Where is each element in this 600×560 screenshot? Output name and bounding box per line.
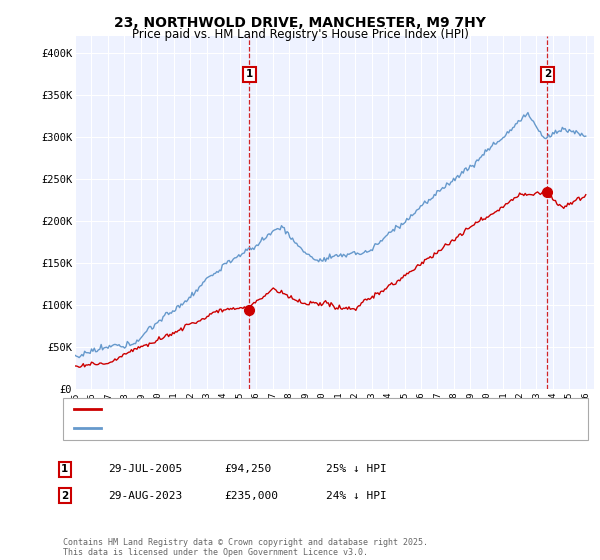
Text: 25% ↓ HPI: 25% ↓ HPI (326, 464, 386, 474)
Text: HPI: Average price, semi-detached house, Manchester: HPI: Average price, semi-detached house,… (107, 423, 406, 433)
Text: 24% ↓ HPI: 24% ↓ HPI (326, 491, 386, 501)
Text: £235,000: £235,000 (224, 491, 278, 501)
Text: 1: 1 (245, 69, 253, 79)
Text: 2: 2 (61, 491, 68, 501)
Text: Price paid vs. HM Land Registry's House Price Index (HPI): Price paid vs. HM Land Registry's House … (131, 28, 469, 41)
Text: Contains HM Land Registry data © Crown copyright and database right 2025.
This d: Contains HM Land Registry data © Crown c… (63, 538, 428, 557)
Text: 29-AUG-2023: 29-AUG-2023 (108, 491, 182, 501)
Text: £94,250: £94,250 (224, 464, 271, 474)
Text: 29-JUL-2005: 29-JUL-2005 (108, 464, 182, 474)
Text: 23, NORTHWOLD DRIVE, MANCHESTER, M9 7HY (semi-detached house): 23, NORTHWOLD DRIVE, MANCHESTER, M9 7HY … (107, 404, 465, 414)
Text: 1: 1 (61, 464, 68, 474)
Text: 23, NORTHWOLD DRIVE, MANCHESTER, M9 7HY: 23, NORTHWOLD DRIVE, MANCHESTER, M9 7HY (114, 16, 486, 30)
Text: 2: 2 (544, 69, 551, 79)
